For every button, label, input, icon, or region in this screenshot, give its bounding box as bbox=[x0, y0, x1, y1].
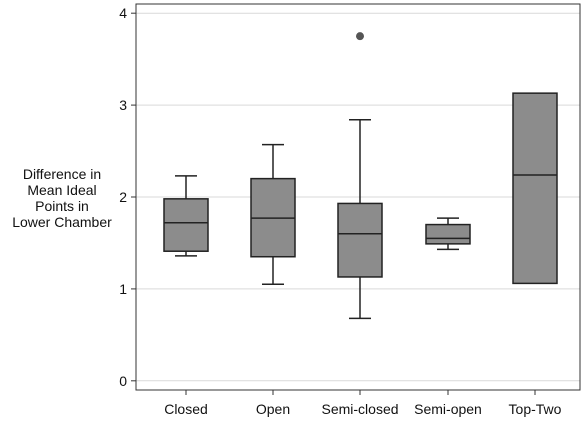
x-tick-label: Top-Two bbox=[509, 401, 562, 417]
y-axis-label-line-2: Mean Ideal bbox=[27, 182, 97, 198]
iqr-box bbox=[425, 223, 471, 245]
box-closed bbox=[163, 175, 209, 257]
box-semi-closed bbox=[337, 32, 383, 320]
y-axis-label: Difference in Mean Ideal Points in Lower… bbox=[0, 166, 124, 230]
y-tick-label: 4 bbox=[119, 5, 127, 21]
y-axis: 0 1 2 3 4 bbox=[119, 5, 136, 389]
box-open bbox=[250, 143, 296, 286]
x-tick-label: Semi-open bbox=[414, 401, 482, 417]
iqr-box bbox=[163, 198, 209, 252]
x-axis: Closed Open Semi-closed Semi-open Top-Two bbox=[164, 390, 562, 417]
boxes bbox=[163, 32, 558, 320]
x-tick-label: Closed bbox=[164, 401, 208, 417]
x-tick-label: Semi-closed bbox=[321, 401, 398, 417]
y-axis-label-line-3: Points in bbox=[35, 198, 89, 214]
iqr-box bbox=[337, 202, 383, 278]
y-tick-label: 1 bbox=[119, 281, 127, 297]
y-tick-label: 3 bbox=[119, 97, 127, 113]
iqr-box bbox=[512, 92, 558, 285]
y-tick-label: 2 bbox=[119, 189, 127, 205]
box-top-two bbox=[512, 92, 558, 285]
box-semi-open bbox=[425, 217, 471, 251]
x-tick-label: Open bbox=[256, 401, 290, 417]
gridlines bbox=[136, 12, 580, 382]
y-axis-label-line-4: Lower Chamber bbox=[12, 214, 112, 230]
y-tick-label: 0 bbox=[119, 373, 127, 389]
y-axis-label-line-1: Difference in bbox=[22, 166, 102, 182]
outlier-point bbox=[356, 32, 364, 41]
